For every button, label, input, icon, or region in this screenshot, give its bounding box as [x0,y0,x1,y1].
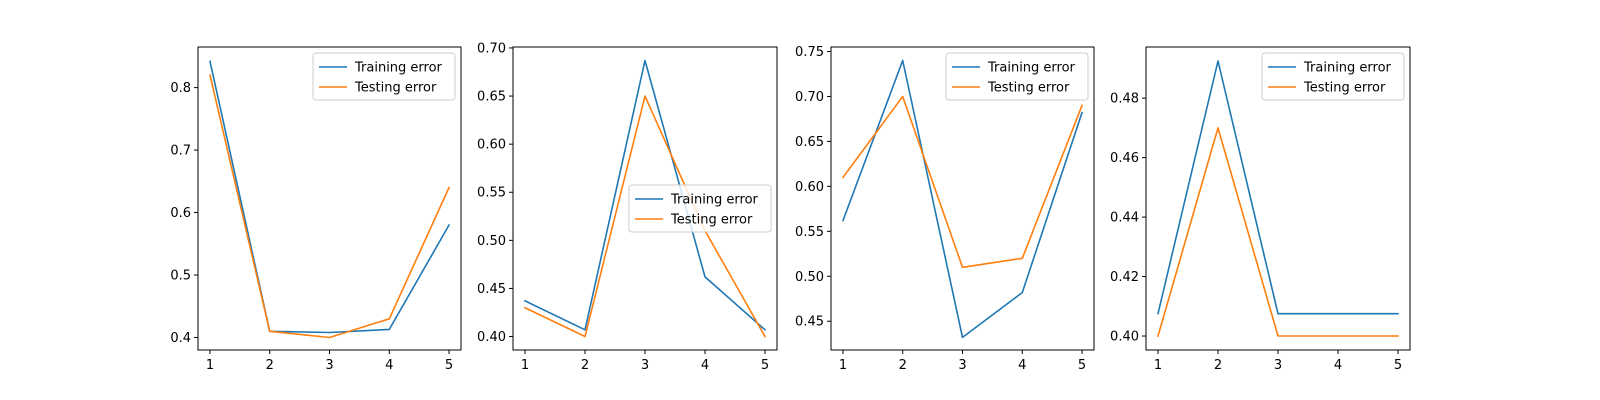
y-tick-label: 0.65 [795,135,824,150]
x-tick-label: 3 [641,358,649,373]
legend: Training error Testing error [628,184,772,233]
y-tick-label: 0.8 [170,81,191,96]
y-tick-label: 0.45 [795,315,824,330]
y-tick-label: 0.75 [795,45,824,60]
x-tick-label: 2 [266,358,274,373]
x-tick-label: 5 [445,358,453,373]
x-tick-label: 4 [385,358,393,373]
chart-panel-2: 1 2 3 4 5 0.40 0.45 0.50 0.55 0.60 0.65 0.70 Trainin… [477,41,778,373]
y-tick-label: 0.70 [477,41,506,56]
y-tick-label: 0.65 [477,90,506,105]
legend-entry-label: Training error [987,61,1076,76]
y-tick-label: 0.5 [170,269,191,284]
y-tick-label: 0.40 [477,330,506,345]
series-line-2 [841,95,1084,269]
x-tick-label: 2 [1214,358,1222,373]
x-tick-label: 3 [1274,358,1282,373]
y-tick-label: 0.70 [795,90,824,105]
x-tick-label: 4 [701,358,709,373]
legend: Training error Testing error [945,52,1089,101]
y-tick-label: 0.40 [1110,330,1139,345]
x-tick-label: 1 [521,358,529,373]
legend-entry-label: Testing error [354,81,437,96]
y-tick-label: 0.6 [170,206,191,221]
series-line-2 [209,74,451,339]
legend-entry-label: Testing error [987,81,1070,96]
x-tick-label: 5 [1078,358,1086,373]
x-tick-label: 1 [206,358,214,373]
chart-panel-1: 1 2 3 4 5 0.4 0.5 0.6 0.7 0.8 Training error Testin… [170,46,462,373]
y-tick-label: 0.44 [1110,211,1139,226]
y-tick-label: 0.55 [795,225,824,240]
x-tick-label: 2 [581,358,589,373]
y-tick-label: 0.45 [477,282,506,297]
series-line-1 [523,59,767,331]
x-tick-label: 1 [1154,358,1162,373]
x-tick-label: 3 [325,358,333,373]
legend-entry-label: Training error [670,193,759,208]
x-tick-label: 2 [899,358,907,373]
series-line-1 [1157,60,1399,315]
y-tick-label: 0.50 [477,234,506,249]
y-tick-label: 0.60 [795,180,824,195]
legend-box [1261,52,1405,101]
legend-entry-label: Training error [1303,61,1392,76]
series-line-2 [1157,127,1399,337]
y-tick-label: 0.60 [477,138,506,153]
y-tick-label: 0.7 [170,144,191,159]
legend-entry-label: Testing error [1303,81,1386,96]
y-tick-label: 0.4 [170,331,191,346]
legend-box [312,52,456,101]
y-tick-label: 0.42 [1110,270,1139,285]
series-line-1 [841,59,1084,339]
y-tick-label: 0.55 [477,186,506,201]
y-tick-label: 0.46 [1110,151,1139,166]
legend-box [628,184,772,233]
legend-box [945,52,1089,101]
legend-entry-label: Training error [354,61,443,76]
y-tick-label: 0.48 [1110,92,1139,107]
legend: Training error Testing error [312,52,456,101]
series-line-1 [209,60,451,334]
chart-panel-3: 1 2 3 4 5 0.45 0.50 0.55 0.60 0.65 0.70 0.75 Trainin… [795,45,1095,373]
x-tick-label: 4 [1018,358,1026,373]
y-tick-label: 0.50 [795,270,824,285]
x-tick-label: 4 [1334,358,1342,373]
x-tick-label: 3 [958,358,966,373]
series-line-2 [523,95,767,338]
x-tick-label: 1 [839,358,847,373]
x-tick-label: 5 [1394,358,1402,373]
legend: Training error Testing error [1261,52,1405,101]
x-tick-label: 5 [761,358,769,373]
legend-entry-label: Testing error [670,213,753,228]
